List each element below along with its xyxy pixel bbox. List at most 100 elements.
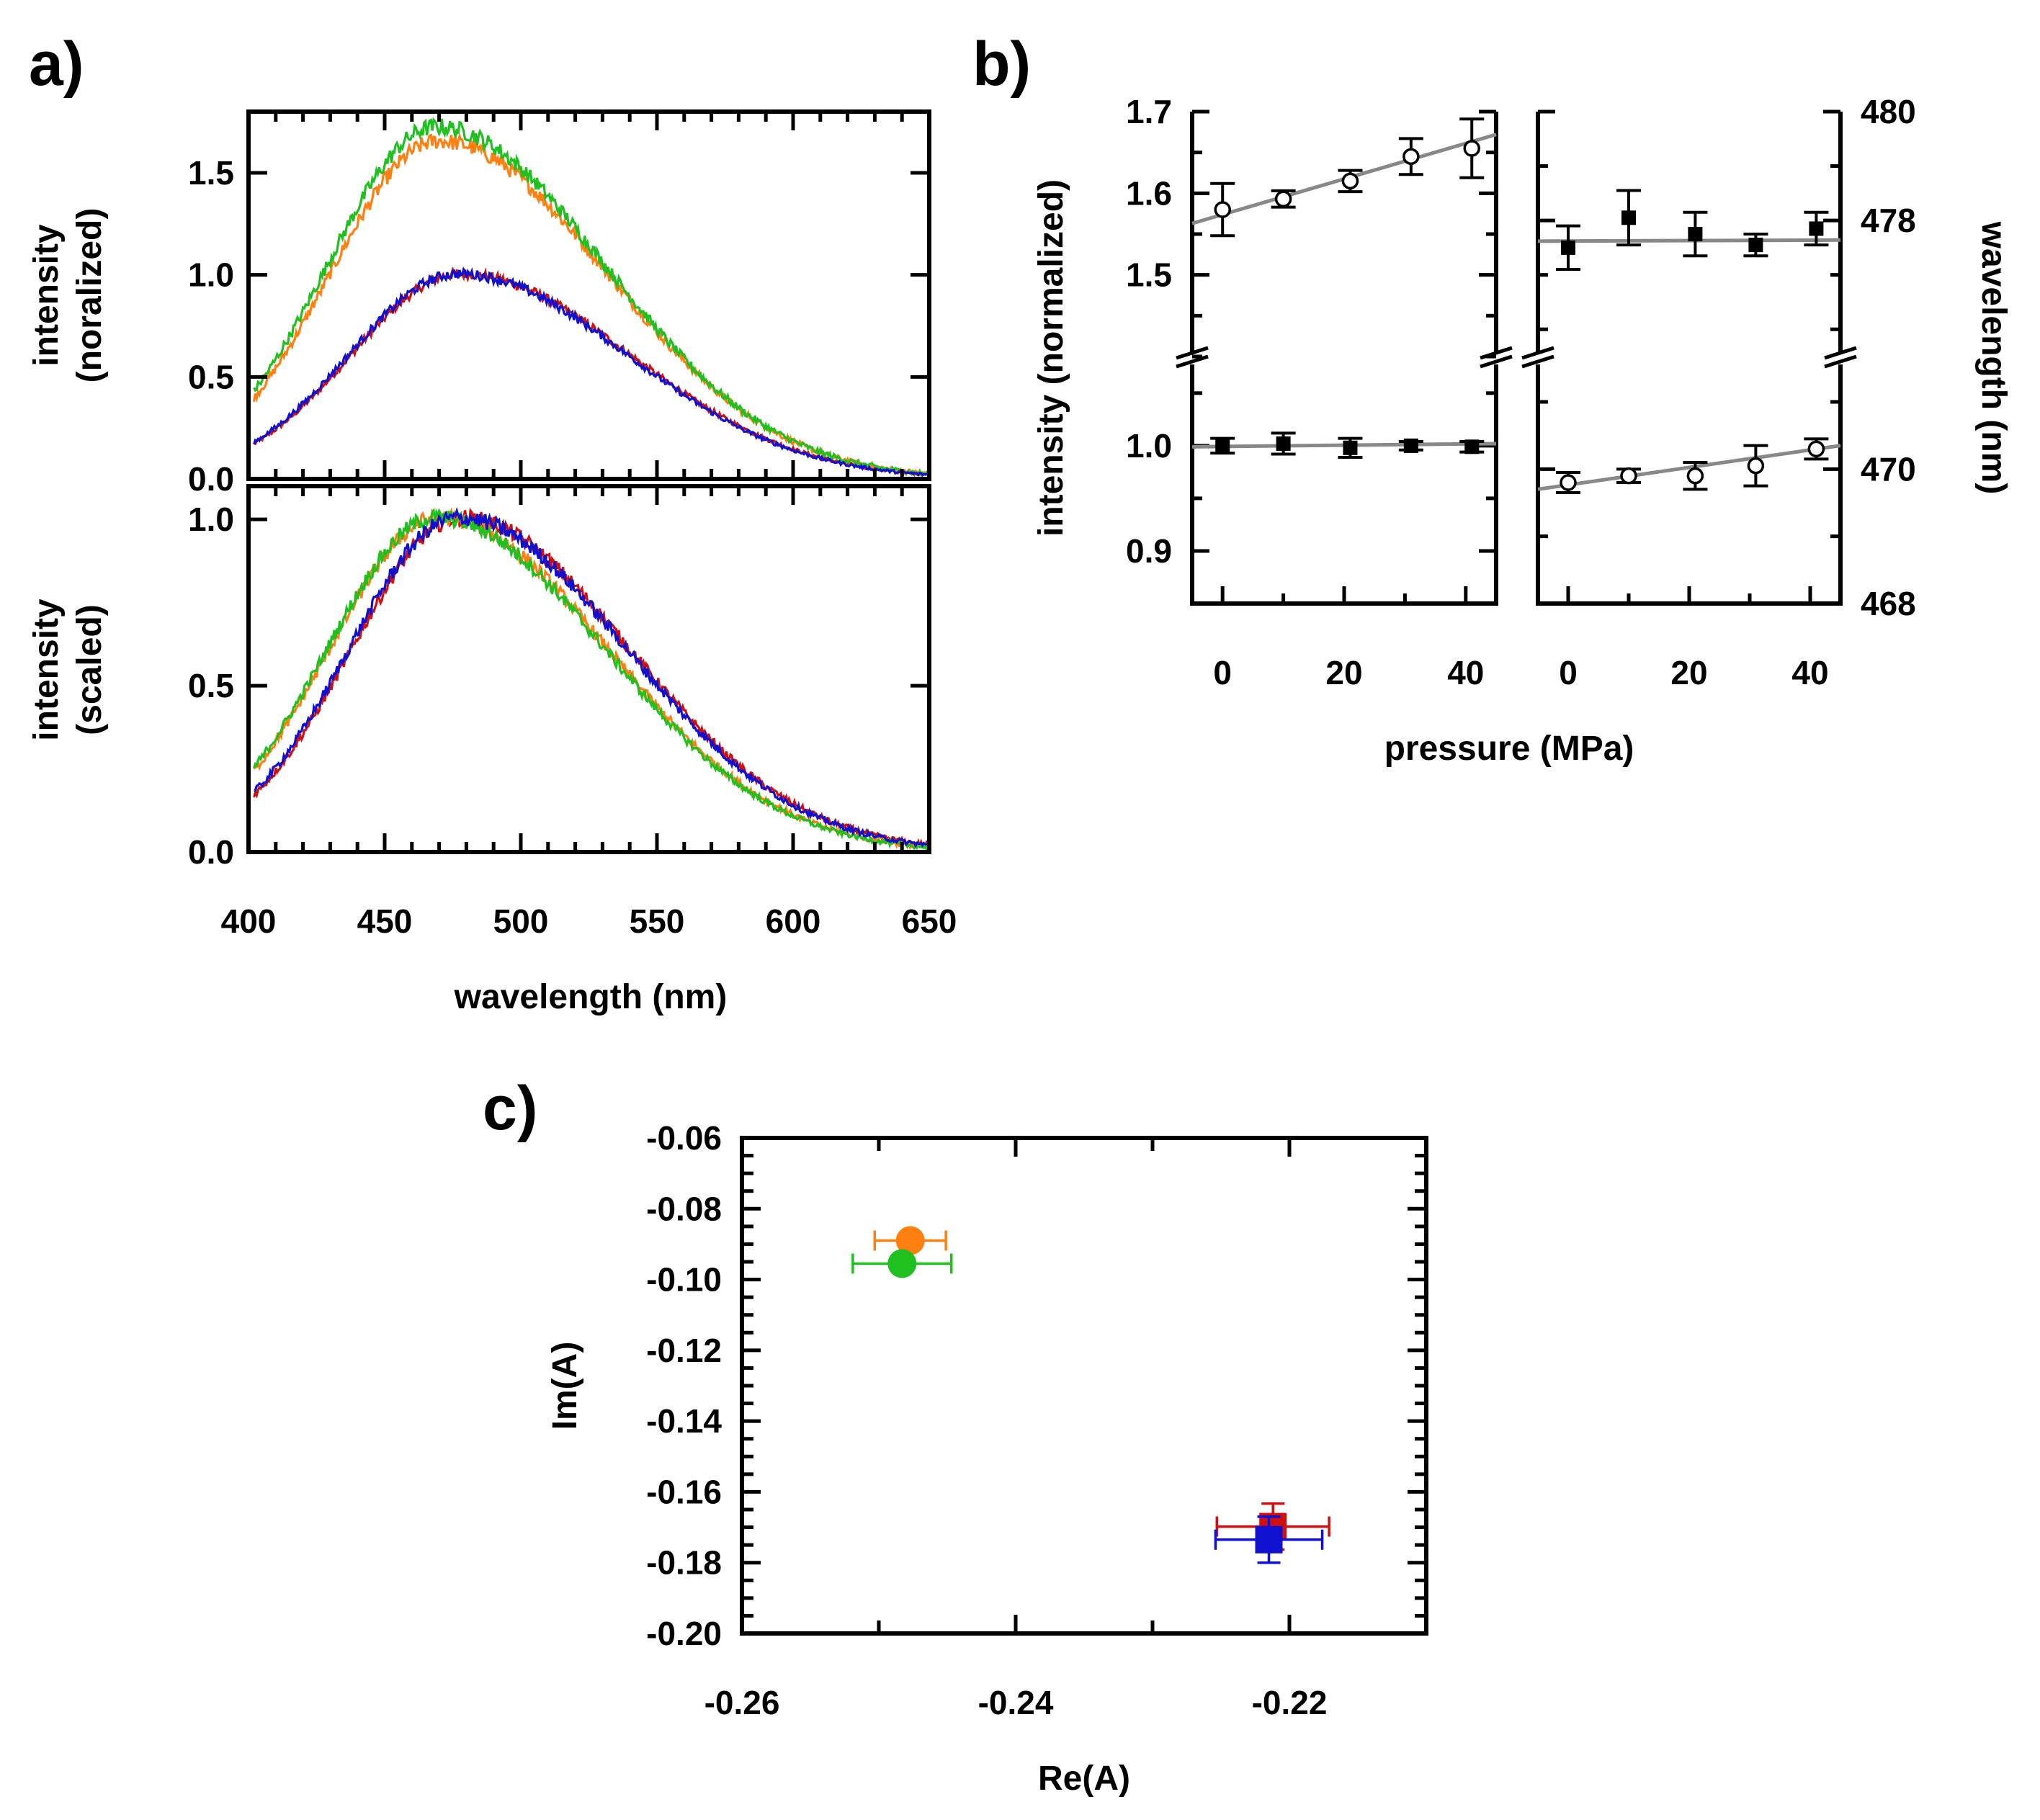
b-left-break-mark [1176, 346, 1209, 360]
c-ytick-label: -0.12 [646, 1332, 722, 1369]
c-ytick-label: -0.20 [646, 1615, 722, 1652]
b-right-ytick-label: 480 [1861, 93, 1916, 130]
c-ylabel: Im(A) [546, 1342, 584, 1430]
c-ytick-label: -0.18 [646, 1544, 722, 1582]
b-right-point-0-2 [1688, 227, 1703, 241]
a-bot-ytick-label: 1.0 [188, 501, 234, 538]
b-left-ylabel: intensity (normalized) [1032, 179, 1070, 537]
c-xtick-label: -0.22 [1252, 1684, 1328, 1721]
chart-b-right: 0 20 40 478 480 468 470 wavelength (nm) [1521, 93, 2013, 691]
b-right-point-1-0 [1560, 474, 1577, 491]
a-bot-ylabel-line1: intensity [27, 599, 66, 741]
a-xtick-label: 600 [766, 902, 821, 940]
b-left-xtick-label: 0 [1213, 654, 1232, 691]
chart-a-top: 0.0 0.5 1.0 1.5 intensity (noralized) [27, 109, 931, 498]
b-right-point-1-3 [1747, 457, 1765, 475]
b-right-break-mark [1521, 346, 1554, 360]
b-left-ytick-label: 0.9 [1126, 532, 1172, 570]
b-left-point-0-0 [1214, 201, 1231, 218]
a-xtick-label: 450 [357, 902, 413, 940]
a-xtick-label: 550 [630, 902, 685, 940]
b-right-point-0-1 [1621, 210, 1636, 225]
c-ytick-label: -0.14 [646, 1402, 722, 1440]
b-left-xtick-label: 40 [1447, 654, 1484, 691]
a-top-frame [246, 109, 931, 481]
a-top-ytick-label: 0.0 [188, 460, 234, 498]
a-top-series-red [253, 266, 930, 478]
b-right-ytick-label: 468 [1861, 585, 1916, 622]
a-bot-series-orange [253, 507, 931, 851]
a-xtick-label: 500 [493, 902, 549, 940]
a-top-series-orange [253, 133, 931, 477]
b-left-point-0-2 [1341, 172, 1359, 190]
a-top-series-green [253, 117, 931, 478]
c-point-orange [895, 1226, 925, 1255]
panel-label-a: a) [29, 30, 84, 99]
b-left-point-1-4 [1464, 439, 1480, 454]
a-bot-series-red [253, 507, 930, 849]
a-bot-series-blue [254, 507, 931, 848]
b-left-break-mark [1480, 354, 1513, 369]
b-left-ytick-label: 1.6 [1126, 174, 1172, 212]
c-point-blue [1255, 1525, 1283, 1554]
panel-label-c: c) [483, 1074, 537, 1143]
c-ytick-label: -0.16 [646, 1473, 722, 1510]
b-right-ytick-label: 470 [1861, 450, 1916, 488]
b-right-ylabel: wavelength (nm) [1974, 221, 2013, 495]
a-bot-ytick-label: 0.5 [188, 667, 234, 704]
b-left-point-1-3 [1403, 438, 1418, 453]
b-right-point-0-0 [1561, 240, 1575, 255]
b-left-point-0-3 [1402, 148, 1420, 166]
a-bot-ytick-label: 0.0 [188, 833, 234, 871]
chart-a-bottom: 0.0 0.5 1.0 intensity (scaled) 400 450 500 550 60… [27, 484, 957, 1016]
b-right-point-0-4 [1809, 221, 1824, 236]
a-xtick-label: 400 [221, 902, 277, 940]
a-bot-series-green [253, 507, 931, 852]
a-top-ylabel-line2: (noralized) [71, 208, 109, 383]
b-left-point-1-1 [1276, 436, 1291, 451]
b-left-point-1-0 [1215, 438, 1230, 453]
c-ytick-label: -0.10 [646, 1261, 722, 1299]
a-top-ytick-label: 1.0 [188, 256, 234, 294]
c-ytick-label: -0.08 [646, 1190, 722, 1227]
b-left-point-0-4 [1463, 140, 1480, 157]
chart-b-left: 0 20 40 1.5 1.6 1.7 0.9 1.0 intensity (normalize… [1032, 93, 1513, 691]
b-right-break-mark [1824, 354, 1857, 369]
b-left-ytick-label: 1.0 [1126, 427, 1172, 465]
b-right-point-1-4 [1807, 440, 1825, 458]
a-top-ylabel-line1: intensity [27, 224, 66, 367]
b-right-point-0-3 [1748, 238, 1763, 253]
chart-c: -0.26 -0.24 -0.22 -0.06 -0.08 -0.10 -0.12 -0.14… [546, 1119, 1428, 1798]
c-frame [740, 1136, 1428, 1636]
b-right-point-1-1 [1620, 467, 1637, 485]
b-xlabel: pressure (MPa) [1384, 730, 1634, 768]
a-bot-frame [246, 484, 931, 854]
a-xtick-label: 650 [902, 902, 957, 940]
b-right-break-mark [1521, 354, 1554, 369]
b-right-fit-line [1537, 444, 1841, 491]
b-left-break-mark [1480, 346, 1513, 360]
c-xtick-label: -0.24 [978, 1684, 1054, 1721]
a-top-ytick-label: 1.5 [188, 154, 234, 192]
panel-label-b: b) [972, 30, 1031, 99]
b-left-point-1-2 [1343, 440, 1358, 455]
b-right-point-1-2 [1686, 467, 1704, 485]
b-right-ytick-label: 478 [1861, 202, 1916, 239]
b-right-xtick-label: 20 [1670, 654, 1707, 691]
c-point-green [887, 1249, 917, 1278]
b-right-break-mark [1824, 346, 1857, 360]
a-top-series-blue [253, 266, 930, 478]
b-left-break-mark [1176, 354, 1209, 369]
c-xtick-label: -0.26 [704, 1684, 780, 1721]
a-top-ytick-label: 0.5 [188, 358, 234, 395]
b-left-ytick-label: 1.7 [1126, 93, 1172, 130]
b-right-xtick-label: 40 [1791, 654, 1828, 691]
b-left-xtick-label: 20 [1325, 654, 1362, 691]
a-xlabel: wavelength (nm) [454, 978, 728, 1016]
b-left-ytick-label: 1.5 [1126, 256, 1172, 294]
a-bot-ylabel-line2: (scaled) [71, 604, 109, 735]
b-left-point-0-1 [1274, 190, 1292, 208]
c-ytick-label: -0.06 [646, 1119, 722, 1157]
b-right-xtick-label: 0 [1559, 654, 1578, 691]
